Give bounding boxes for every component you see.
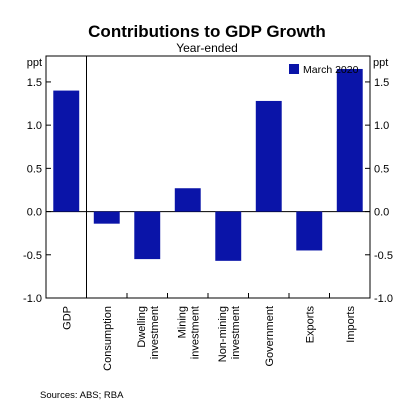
- x-category-label: GDP: [61, 306, 73, 330]
- chart-source: Sources: ABS; RBA: [40, 390, 124, 401]
- bar: [296, 211, 323, 251]
- x-category-label: investment: [149, 306, 161, 359]
- y-tick-label-left: -1.0: [23, 293, 42, 305]
- y-tick-label-right: 1.0: [374, 120, 389, 132]
- y-tick-label-left: 0.0: [27, 207, 42, 219]
- y-tick-label-right: 0.5: [374, 163, 389, 175]
- x-category-label: Mining: [176, 306, 188, 338]
- x-category-label: Exports: [304, 306, 316, 344]
- legend-swatch: [289, 64, 299, 74]
- x-category-label: Imports: [345, 306, 357, 343]
- legend-label: March 2020: [303, 64, 359, 76]
- chart-title: Contributions to GDP Growth: [88, 22, 326, 41]
- y-tick-label-left: -0.5: [23, 250, 42, 262]
- x-category-label: Non-mining: [217, 306, 229, 362]
- bar: [336, 68, 363, 212]
- y-tick-label-left: 1.0: [27, 120, 42, 132]
- bar: [53, 90, 80, 212]
- y-tick-label-right: 0.0: [374, 207, 389, 219]
- bar: [255, 100, 282, 212]
- x-category-label: Government: [264, 306, 276, 367]
- y-tick-label-right: -1.0: [374, 293, 393, 305]
- y-axis-unit-left: ppt: [27, 57, 42, 69]
- x-category-label: Consumption: [102, 306, 114, 371]
- bar: [215, 211, 242, 261]
- y-tick-label-right: -0.5: [374, 250, 393, 262]
- bar: [93, 211, 120, 224]
- y-tick-label-left: 1.5: [27, 77, 42, 89]
- y-tick-label-right: 1.5: [374, 77, 389, 89]
- plot-frame: [45, 55, 371, 299]
- y-axis-unit-right: ppt: [373, 57, 388, 69]
- y-tick-label-left: 0.5: [27, 163, 42, 175]
- x-category-label: investment: [230, 306, 242, 359]
- bar: [174, 188, 201, 212]
- chart-subtitle: Year-ended: [176, 41, 238, 55]
- x-category-label: Dwelling: [136, 306, 148, 348]
- bar: [134, 211, 161, 260]
- x-category-label: investment: [189, 306, 201, 359]
